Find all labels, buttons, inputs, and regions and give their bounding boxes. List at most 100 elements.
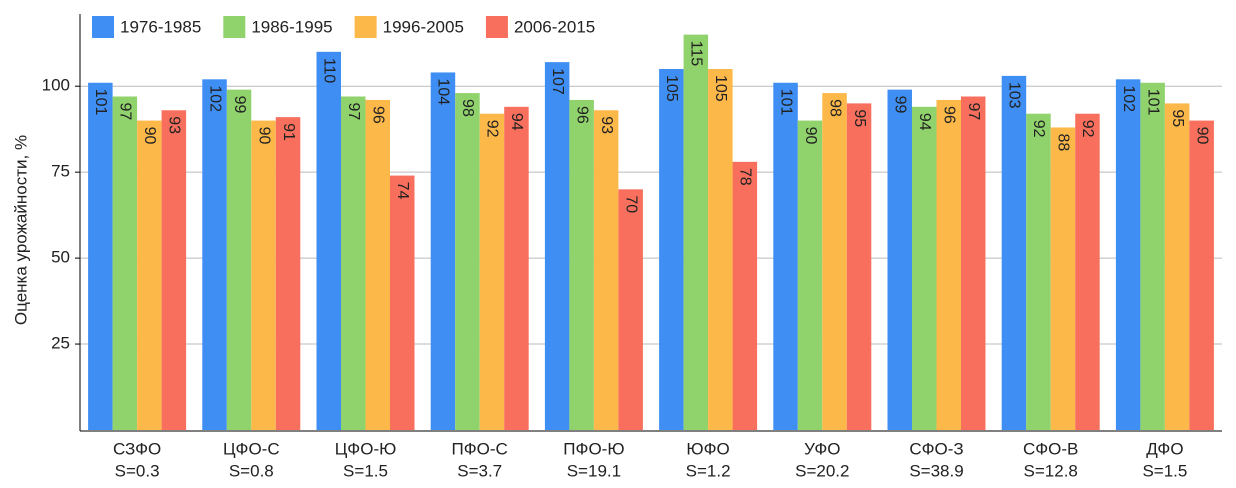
x-tick-label: S=20.2 (795, 461, 849, 480)
value-label: 90 (255, 127, 272, 145)
bar (912, 106, 937, 430)
legend-swatch (92, 16, 114, 38)
value-label: 95 (851, 109, 868, 127)
y-tick-label: 50 (51, 248, 70, 267)
value-label: 92 (1030, 120, 1047, 138)
bar (1026, 113, 1051, 430)
value-label: 94 (916, 113, 933, 131)
x-tick-label: СЗФО (113, 439, 161, 458)
bar (618, 189, 643, 430)
bar (593, 110, 619, 430)
value-label: 105 (663, 75, 680, 102)
value-label: 105 (712, 75, 729, 102)
value-label: 74 (394, 182, 411, 200)
bar (708, 69, 733, 430)
x-tick-label: S=19.1 (567, 461, 621, 480)
x-tick-label: S=0.3 (115, 461, 160, 480)
bar (316, 51, 341, 431)
x-tick-label: ЮФО (686, 439, 729, 458)
value-label: 91 (280, 123, 297, 141)
bar (797, 120, 823, 430)
y-axis-label: Оценка урожайности, % (11, 135, 30, 325)
value-label: 115 (688, 41, 705, 67)
bar (1164, 103, 1190, 430)
x-tick-label: S=12.8 (1024, 461, 1078, 480)
value-label: 96 (941, 106, 958, 124)
x-tick-label: S=1.2 (686, 461, 731, 480)
value-label: 90 (141, 127, 158, 145)
legend-swatch (485, 16, 508, 38)
value-label: 70 (622, 195, 639, 213)
value-label: 98 (459, 99, 476, 117)
bar (161, 110, 187, 430)
bar (430, 72, 456, 430)
value-label: 93 (166, 116, 183, 134)
bar (1001, 75, 1027, 430)
x-tick-label: ЦФО-Ю (335, 439, 397, 458)
value-label: 95 (1169, 109, 1186, 127)
bar (569, 99, 594, 431)
bar (846, 103, 872, 430)
x-tick-label: УФО (804, 439, 840, 458)
value-label: 101 (92, 89, 109, 116)
x-tick-label: ПФО-С (452, 439, 508, 458)
x-tick-label: S=0.8 (229, 461, 274, 480)
value-label: 110 (321, 58, 338, 84)
value-label: 107 (549, 68, 566, 95)
value-label: 102 (206, 85, 223, 112)
bar (226, 89, 252, 431)
value-label: 101 (777, 89, 794, 116)
bar (936, 99, 961, 431)
value-label: 96 (370, 106, 387, 124)
bar (1075, 113, 1100, 430)
value-label: 92 (1079, 120, 1096, 138)
bar (112, 96, 138, 431)
value-label: 99 (231, 96, 248, 114)
value-label: 99 (892, 96, 909, 114)
value-label: 90 (802, 127, 819, 145)
bar (732, 161, 758, 430)
bar (479, 113, 505, 430)
value-label: 88 (1055, 133, 1072, 151)
x-tick-label: S=38.9 (909, 461, 963, 480)
x-tick-label: ЦФО-С (223, 439, 280, 458)
value-label: 97 (345, 103, 362, 121)
value-label: 97 (117, 103, 134, 121)
value-label: 93 (598, 116, 615, 134)
bar (504, 106, 529, 430)
bar (455, 93, 480, 431)
x-tick-label: S=1.5 (1142, 461, 1187, 480)
legend-label: 1986-1995 (251, 17, 332, 36)
x-tick-label: ПФО-Ю (563, 439, 624, 458)
x-tick-label: S=1.5 (343, 461, 388, 480)
bar (683, 34, 709, 430)
x-tick-label: СФО-В (1023, 439, 1078, 458)
bar (961, 96, 986, 431)
value-label: 96 (573, 106, 590, 124)
value-label: 94 (508, 113, 525, 131)
value-label: 98 (826, 99, 843, 117)
value-label: 97 (965, 103, 982, 121)
legend-label: 2006-2015 (514, 17, 595, 36)
bar (365, 99, 390, 431)
x-tick-label: S=3.7 (457, 461, 502, 480)
bar (544, 62, 570, 430)
legend-label: 1996-2005 (383, 17, 464, 36)
legend-swatch (354, 16, 377, 38)
bar (1189, 120, 1214, 430)
bar (1140, 82, 1165, 431)
bar (88, 82, 113, 431)
value-label: 102 (1120, 85, 1137, 112)
bar (659, 69, 684, 430)
y-tick-label: 100 (42, 76, 70, 95)
bar (275, 117, 301, 430)
bar (1050, 127, 1076, 431)
value-label: 92 (484, 120, 501, 138)
y-tick-label: 25 (51, 334, 70, 353)
bar (1115, 79, 1141, 430)
value-label: 104 (435, 78, 452, 105)
value-label: 103 (1006, 82, 1023, 109)
value-label: 78 (737, 168, 754, 186)
bar (251, 120, 276, 430)
